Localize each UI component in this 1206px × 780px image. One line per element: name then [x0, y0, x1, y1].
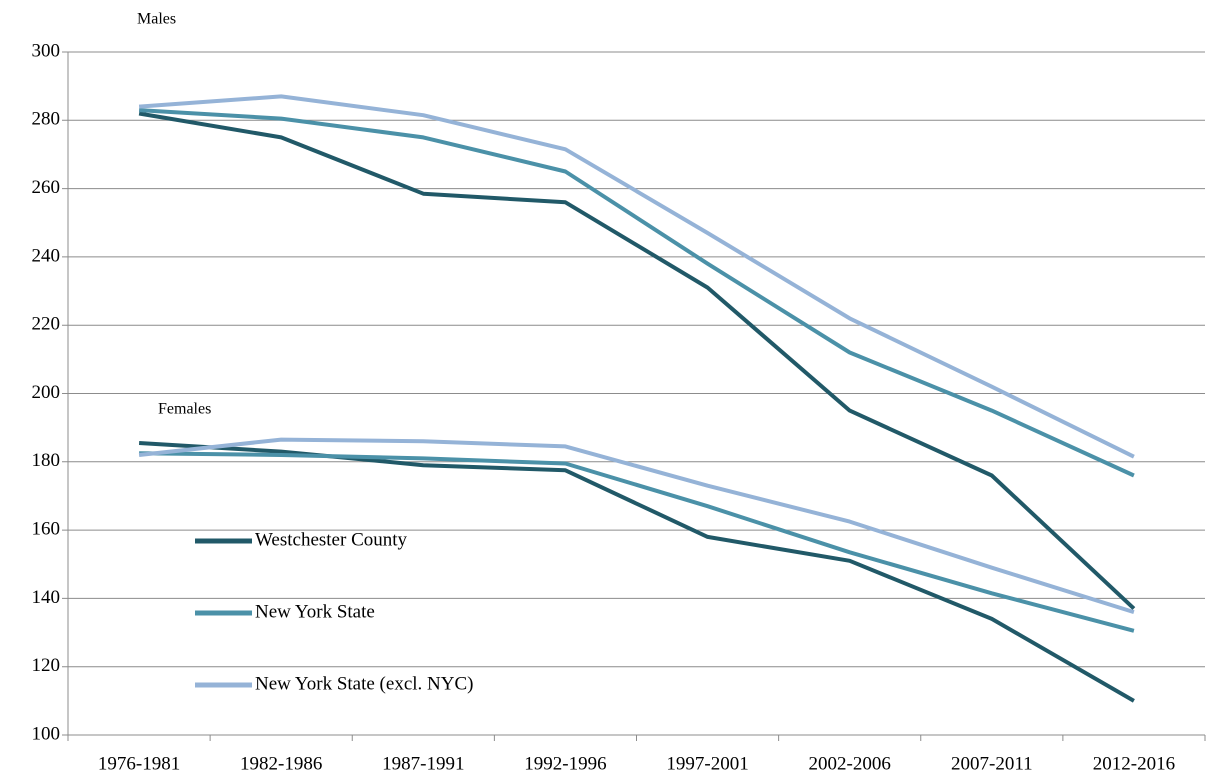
y-tick-label: 300	[32, 40, 61, 61]
group-label: Males	[137, 11, 176, 28]
y-tick-label: 140	[32, 587, 61, 608]
y-tick-label: 260	[32, 177, 61, 198]
series-line	[138, 437, 1135, 615]
series-line	[138, 111, 1136, 611]
series-line	[138, 441, 1135, 703]
y-tick-label: 240	[32, 245, 61, 266]
x-tick-label: 1976-1981	[98, 753, 180, 774]
x-tick-label: 1992-1996	[524, 753, 606, 774]
series-line	[139, 451, 1135, 633]
y-tick-label: 280	[32, 109, 61, 130]
x-tick-label: 2012-2016	[1093, 753, 1175, 774]
y-tick-label: 100	[32, 723, 61, 744]
y-tick-label: 200	[32, 382, 61, 403]
x-tick-label: 1997-2001	[666, 753, 748, 774]
x-tick-label: 1982-1986	[240, 753, 322, 774]
x-tick-label: 2007-2011	[951, 753, 1033, 774]
series-line	[138, 94, 1135, 459]
legend-label: New York State	[255, 601, 375, 622]
y-tick-label: 180	[32, 450, 61, 471]
y-tick-label: 160	[32, 518, 61, 539]
series-line	[138, 108, 1135, 478]
y-tick-label: 220	[32, 314, 61, 335]
x-tick-label: 1987-1991	[382, 753, 464, 774]
y-tick-label: 120	[32, 655, 61, 676]
legend-label: New York State (excl. NYC)	[255, 673, 473, 694]
legend-label: Westchester County	[255, 529, 408, 550]
group-label: Females	[158, 401, 211, 418]
x-tick-label: 2002-2006	[809, 753, 891, 774]
